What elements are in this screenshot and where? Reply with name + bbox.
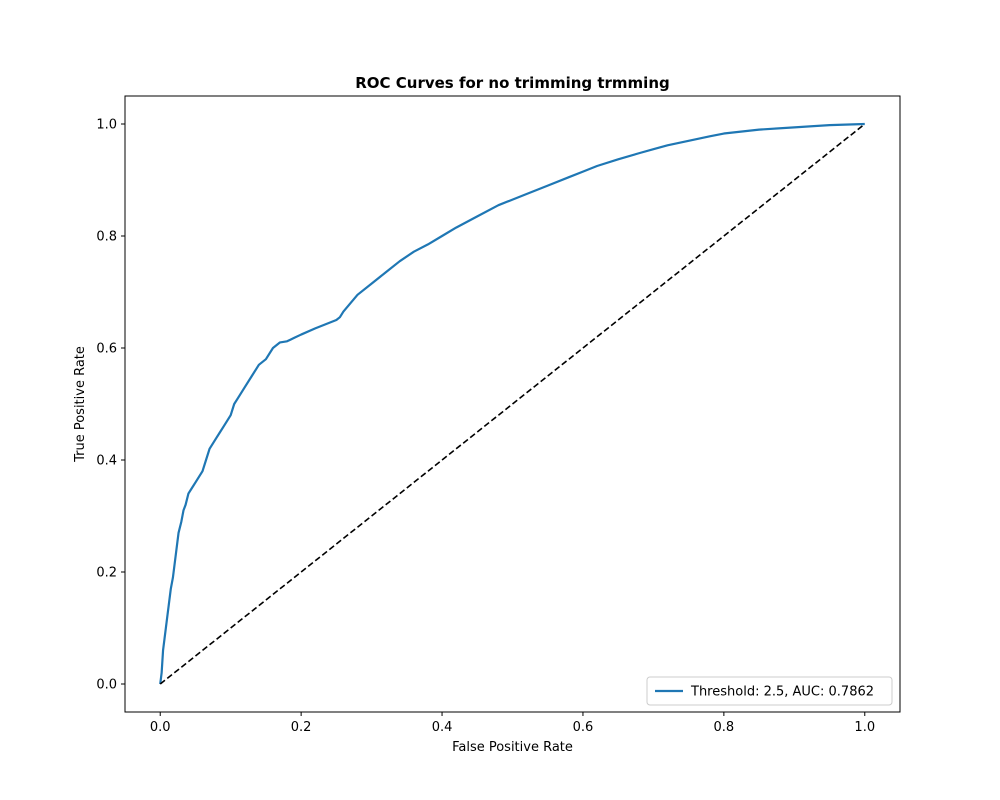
- y-axis-label: True Positive Rate: [73, 346, 88, 463]
- y-tick-label: 0.2: [96, 566, 117, 581]
- legend-label: Threshold: 2.5, AUC: 0.7862: [690, 685, 874, 700]
- y-tick-label: 0.4: [96, 454, 117, 469]
- y-tick-label: 1.0: [96, 118, 117, 133]
- x-axis-label: False Positive Rate: [452, 740, 573, 755]
- chance-diagonal-line: [159, 123, 866, 685]
- x-tick-label: 0.6: [573, 720, 594, 735]
- y-tick-label: 0.6: [96, 342, 117, 357]
- roc-curve-line: [159, 122, 865, 685]
- x-tick-label: 1.0: [854, 720, 875, 735]
- x-tick-label: 0.0: [150, 720, 171, 735]
- chart-title: ROC Curves for no trimming trmming: [355, 74, 670, 92]
- x-tick-label: 0.4: [432, 720, 453, 735]
- series-layer: [159, 122, 866, 685]
- x-tick-label: 0.2: [291, 720, 312, 735]
- y-tick-label: 0.0: [96, 678, 117, 693]
- axes-frame: [124, 95, 901, 713]
- legend: Threshold: 2.5, AUC: 0.7862: [646, 676, 893, 706]
- legend-box: [646, 676, 893, 706]
- ticks-layer: 0.0 0.2 0.4 0.6 0.8 1.0 0.0 0.2 0.4 0.6 0.8 1.0: [96, 118, 875, 736]
- y-tick-label: 0.8: [96, 230, 117, 245]
- x-tick-label: 0.8: [714, 720, 735, 735]
